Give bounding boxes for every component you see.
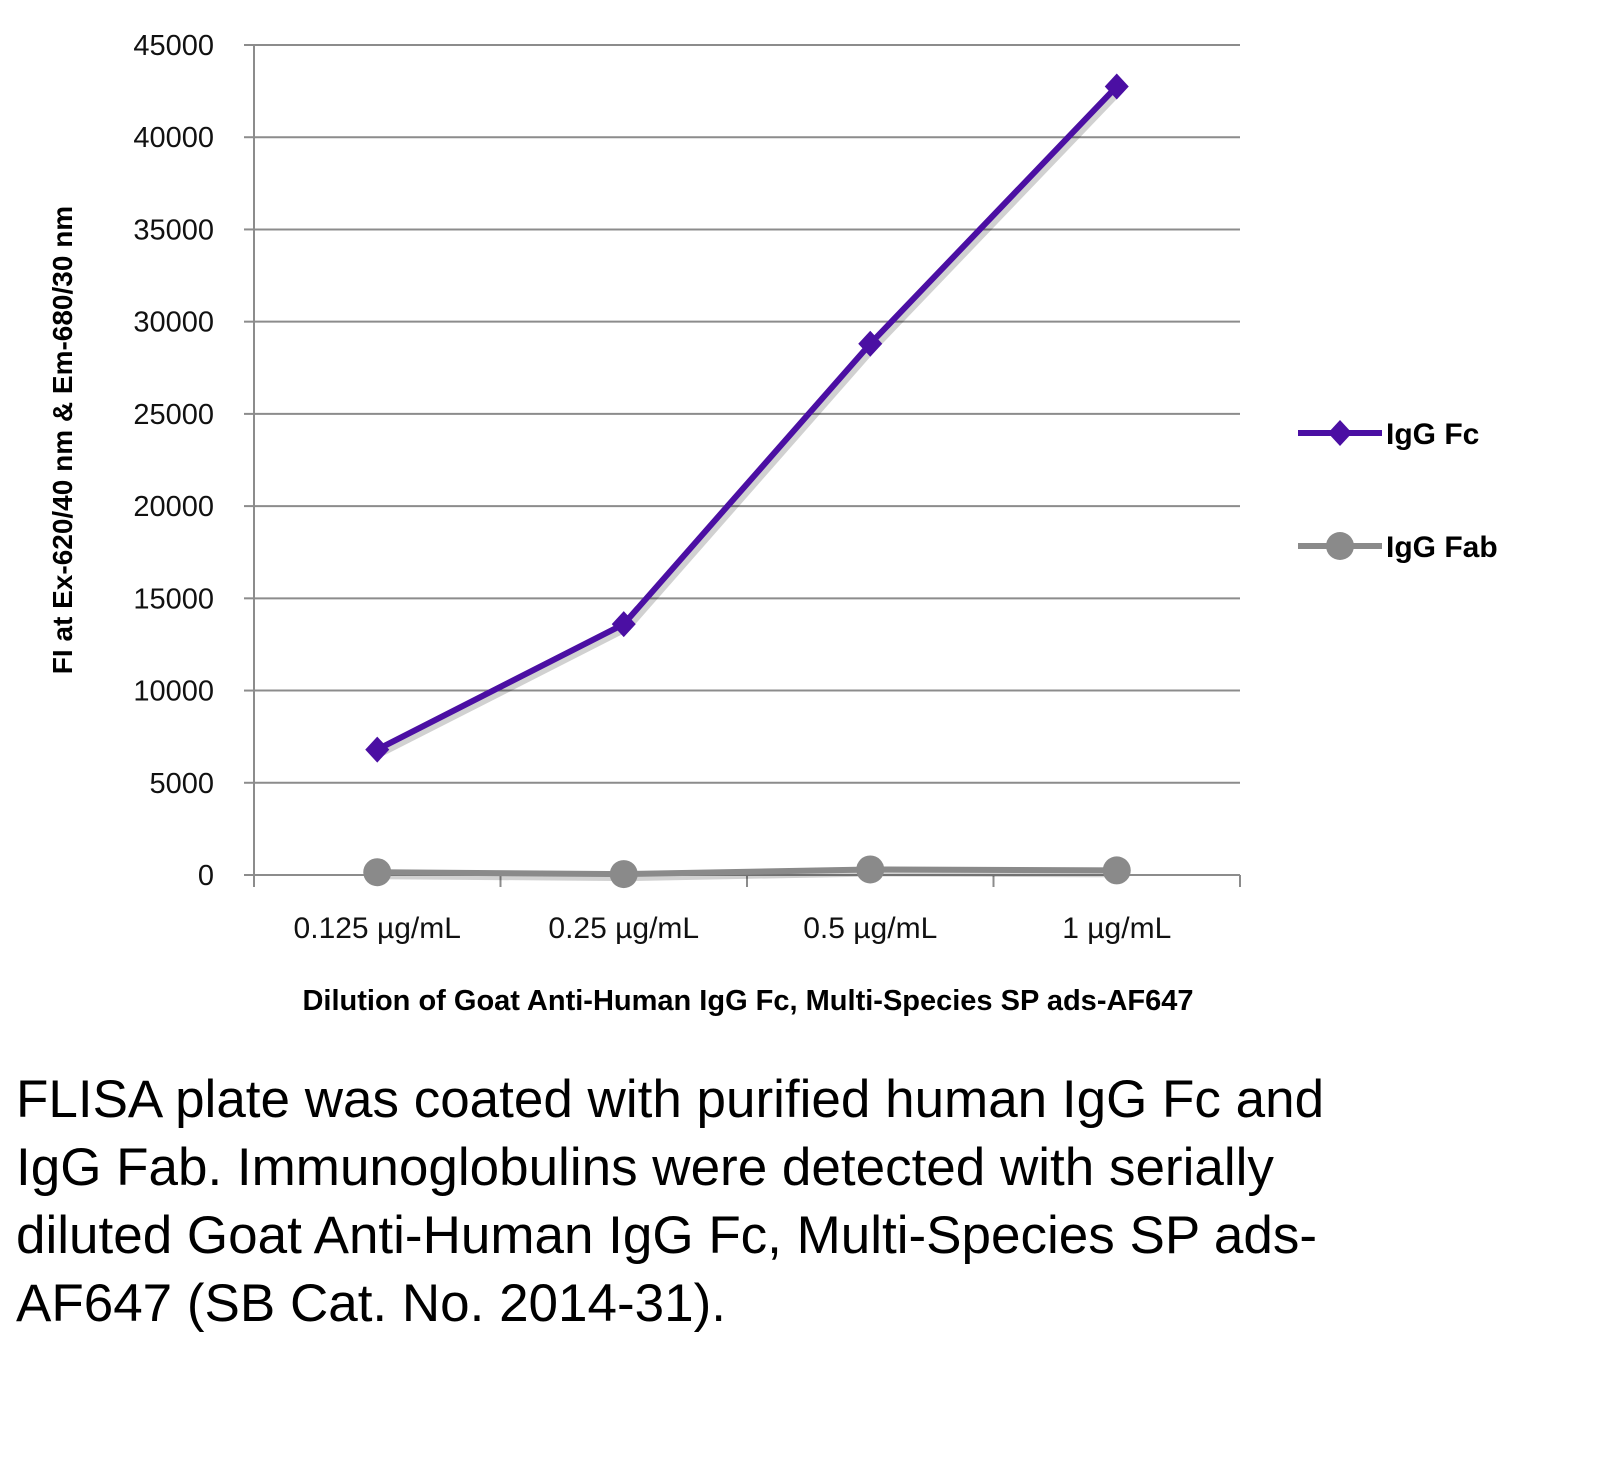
legend-marker <box>1326 532 1354 560</box>
gridlines <box>254 44 1240 784</box>
x-tick-label: 0.5 µg/mL <box>803 912 937 945</box>
legend-label: IgG Fc <box>1386 418 1479 451</box>
series-line <box>377 866 1117 878</box>
x-tick-labels: 0.125 µg/mL 0.25 µg/mL 0.5 µg/mL 1 µg/mL <box>294 912 1172 945</box>
x-tick-label: 1 µg/mL <box>1062 912 1171 945</box>
data-point <box>363 858 392 887</box>
line-chart: 0 5000 10000 15000 20000 25000 30000 35000 40000… <box>47 30 1498 1017</box>
y-tick-labels: 0 5000 10000 15000 20000 25000 30000 35000 40000… <box>133 30 214 892</box>
data-point <box>611 611 636 638</box>
y-tick-label: 20000 <box>133 491 214 523</box>
y-tick-label: 30000 <box>133 307 214 339</box>
legend-marker <box>1328 420 1352 446</box>
data-point <box>858 330 883 357</box>
figure-caption: FLISA plate was coated with purified hum… <box>16 1070 1325 1333</box>
series-line <box>375 84 1119 753</box>
y-axis-label: FI at Ex-620/40 nm & Em-680/30 nm <box>47 206 78 674</box>
series-igg-fc <box>365 73 1129 763</box>
y-tick-label: 45000 <box>133 30 214 62</box>
series-shadow <box>381 870 1121 882</box>
legend-label: IgG Fab <box>1386 531 1498 564</box>
legend: IgG Fc IgG Fab <box>1298 418 1498 564</box>
axes <box>244 44 1241 887</box>
x-tick-label: 0.25 µg/mL <box>548 912 699 945</box>
y-tick-label: 10000 <box>133 676 214 708</box>
y-tick-label: 25000 <box>133 399 214 431</box>
data-point <box>609 860 638 889</box>
y-tick-label: 0 <box>198 860 214 892</box>
y-tick-label: 35000 <box>133 214 214 246</box>
series <box>363 73 1131 889</box>
x-axis-label: Dilution of Goat Anti-Human IgG Fc, Mult… <box>302 985 1193 1017</box>
series-igg-fab <box>363 855 1131 889</box>
y-tick-label: 15000 <box>133 583 214 615</box>
data-point <box>365 736 390 763</box>
data-point <box>1104 73 1129 100</box>
series-shadow <box>379 88 1123 757</box>
y-tick-label: 5000 <box>149 768 214 800</box>
legend-item: IgG Fab <box>1298 531 1498 564</box>
data-point <box>1102 856 1131 885</box>
legend-item: IgG Fc <box>1298 418 1479 451</box>
data-point <box>856 855 885 884</box>
x-tick-label: 0.125 µg/mL <box>294 912 461 945</box>
y-tick-label: 40000 <box>133 122 214 154</box>
